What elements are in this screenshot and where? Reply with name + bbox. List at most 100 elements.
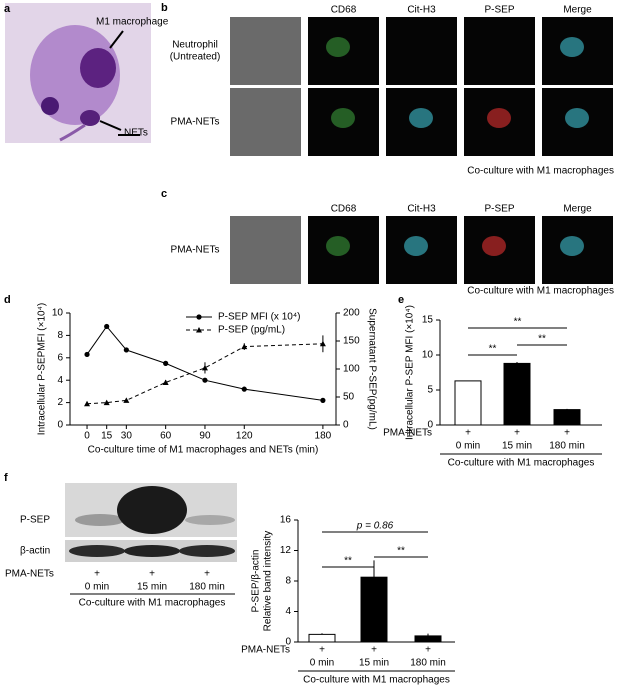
treatment-label: PMA-NETs	[241, 645, 290, 656]
y2-axis-label: Supernatant P-SEP(pg/mL)	[366, 308, 377, 430]
annotation: **	[514, 317, 522, 328]
panel-letter: c	[161, 188, 167, 200]
y-tick-label: 2	[57, 397, 63, 408]
label: NETs	[124, 128, 148, 139]
treatment-value: +	[465, 428, 471, 439]
column-header: Cit-H3	[407, 5, 436, 16]
x-tick-label: 60	[160, 431, 172, 442]
series-line	[87, 343, 323, 405]
band-label: β-actin	[20, 546, 50, 557]
treatment-value: +	[204, 569, 210, 580]
annotation: p = 0.86	[356, 521, 394, 532]
annotation: **	[489, 344, 497, 355]
y-tick-label: 16	[280, 515, 292, 526]
micrograph-signal	[409, 108, 433, 128]
y-axis-label: Intracellular P-SEP MFI (×10⁴)	[405, 305, 416, 440]
column-header: P-SEP	[484, 204, 514, 215]
row-label: (Untreated)	[170, 52, 221, 63]
marker	[201, 364, 208, 371]
x-tick-label: 15 min	[359, 658, 389, 669]
error-bar	[322, 399, 324, 401]
treatment-label: PMA-NETs	[5, 569, 54, 580]
marker	[84, 351, 90, 358]
y2-tick-label: 0	[343, 420, 349, 431]
y-tick-label: 5	[427, 385, 433, 396]
marker	[84, 400, 91, 407]
marker	[319, 340, 326, 347]
y-tick-label: 4	[57, 375, 63, 386]
y-axis-label: Relative band intensity	[263, 531, 274, 632]
panel-letter: e	[398, 294, 404, 306]
column-header: Merge	[563, 5, 592, 16]
row-label: PMA-NETs	[171, 117, 220, 128]
y-axis-label: P-SEP/β-actin	[251, 550, 262, 613]
micrograph-signal	[404, 236, 428, 256]
x-tick-label: 120	[236, 431, 253, 442]
legend-marker	[196, 327, 202, 333]
bar	[308, 633, 336, 643]
band-label: P-SEP	[20, 515, 50, 526]
marker	[123, 347, 129, 353]
y2-tick-label: 150	[343, 336, 360, 347]
caption: Co-culture with M1 macrophages	[79, 598, 226, 609]
y-tick-label: 10	[52, 308, 64, 319]
micrograph-a	[5, 3, 151, 143]
micrograph-signal	[560, 236, 584, 256]
lane-label: 15 min	[137, 582, 167, 593]
error-bar	[321, 633, 323, 635]
error-bar	[165, 362, 167, 364]
row-label: PMA-NETs	[171, 245, 220, 256]
legend-label: P-SEP (pg/mL)	[218, 325, 285, 336]
x-tick-label: 15 min	[502, 441, 532, 452]
micrograph-signal	[331, 108, 355, 128]
y-tick-label: 8	[57, 330, 63, 341]
micrograph	[386, 17, 457, 85]
micrograph-signal	[326, 37, 350, 57]
error-bar	[204, 379, 206, 381]
annotation: **	[397, 546, 405, 557]
error-bar	[106, 324, 108, 329]
x-axis-label: Co-culture time of M1 macrophages and NE…	[88, 445, 319, 456]
treatment-value: +	[94, 569, 100, 580]
column-header: Cit-H3	[407, 204, 436, 215]
bar	[360, 576, 388, 643]
row-label: Neutrophil	[172, 40, 218, 51]
marker	[241, 343, 248, 350]
marker	[241, 386, 247, 392]
y2-tick-label: 50	[343, 392, 355, 403]
caption: Co-culture with M1 macrophages	[467, 166, 614, 177]
annotation: **	[344, 556, 352, 567]
x-tick-label: 0 min	[310, 658, 334, 669]
legend-label: P-SEP MFI (x 10⁴)	[218, 312, 300, 323]
y-tick-label: 10	[422, 350, 434, 361]
column-header: CD68	[331, 5, 357, 16]
x-tick-label: 30	[121, 431, 133, 442]
error-bar	[427, 633, 429, 636]
error-bar	[322, 335, 324, 353]
x-tick-label: 180 min	[410, 658, 446, 669]
treatment-value: +	[149, 569, 155, 580]
x-tick-label: 15	[101, 431, 113, 442]
marker	[202, 377, 208, 383]
micrograph-signal	[560, 37, 584, 57]
micrograph-signal	[565, 108, 589, 128]
micrograph-signal	[487, 108, 511, 128]
error-bar	[165, 380, 167, 385]
treatment-value: +	[425, 645, 431, 656]
micrograph	[230, 17, 301, 85]
column-header: CD68	[331, 204, 357, 215]
lane-label: 0 min	[85, 582, 109, 593]
marker	[103, 399, 110, 406]
bar	[454, 380, 482, 426]
micrograph-signal	[482, 236, 506, 256]
panel-letter: d	[4, 294, 11, 306]
marker	[320, 397, 326, 403]
treatment-label: PMA-NETs	[383, 428, 432, 439]
x-tick-label: 90	[199, 431, 211, 442]
marker	[123, 397, 130, 403]
treatment-value: +	[514, 428, 520, 439]
micrograph	[230, 88, 301, 156]
bar	[553, 409, 581, 426]
error-bar	[566, 408, 568, 410]
